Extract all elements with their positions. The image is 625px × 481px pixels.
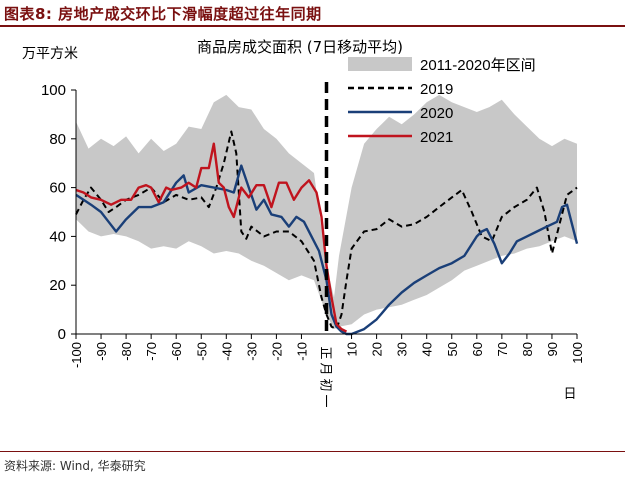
x-tick-label: -70 xyxy=(144,342,159,361)
legend-label-2019: 2019 xyxy=(420,81,453,98)
footer-rule xyxy=(0,451,625,452)
series-line-2019 xyxy=(75,130,578,331)
y-axis-unit-label: 万平方米 xyxy=(22,46,78,62)
y-tick-label: 0 xyxy=(58,326,66,343)
x-tick-label: 20 xyxy=(370,342,385,356)
divider-label-char: 初 xyxy=(318,378,333,391)
figure-header: 图表8: 房地产成交环比下滑幅度超过往年同期 xyxy=(0,0,625,27)
x-tick-label: 50 xyxy=(445,342,460,356)
x-tick-label: 80 xyxy=(520,342,535,356)
source-note: 资料来源: Wind, 华泰研究 xyxy=(4,459,146,473)
divider-label-char: 一 xyxy=(318,394,333,407)
x-tick-label: -100 xyxy=(69,342,84,368)
x-tick-label: -20 xyxy=(269,342,284,361)
divider-label-char: 月 xyxy=(318,362,333,375)
x-axis-unit-label: 日 xyxy=(563,387,576,402)
range-band-area xyxy=(76,94,577,330)
x-tick-label: -10 xyxy=(294,342,309,361)
x-tick-label: -50 xyxy=(194,342,209,361)
x-tick-label: 70 xyxy=(495,342,510,356)
y-tick-label: 60 xyxy=(49,180,66,197)
legend-label-range-band: 2011-2020年区间 xyxy=(420,57,536,74)
y-tick-label: 20 xyxy=(49,277,66,294)
x-tick-label: 100 xyxy=(570,342,585,364)
x-tick-label: -40 xyxy=(219,342,234,361)
chart-area: 商品房成交面积 (7日移动平均) 万平方米 0 20 40 60 80 100 -100 -9… xyxy=(22,38,585,408)
x-tick-label: -30 xyxy=(244,342,259,361)
y-tick-label: 100 xyxy=(41,82,66,99)
divider-label-char: 正 xyxy=(318,346,333,359)
x-tick-label: 30 xyxy=(395,342,410,356)
header-rule xyxy=(0,25,625,27)
chart-title: 商品房成交面积 (7日移动平均) xyxy=(197,38,403,56)
y-tick-label: 40 xyxy=(49,228,66,245)
y-tick-label: 80 xyxy=(49,131,66,148)
series-line-2021 xyxy=(75,142,348,333)
x-tick-label: -60 xyxy=(169,342,184,361)
series-line-2020 xyxy=(75,164,579,336)
legend-swatch-range-band xyxy=(348,57,412,71)
x-tick-label: 90 xyxy=(545,342,560,356)
legend-label-2020: 2020 xyxy=(420,105,453,122)
x-tick-label: 40 xyxy=(420,342,435,356)
x-tick-label: 10 xyxy=(345,342,360,356)
figure-title: 图表8: 房地产成交环比下滑幅度超过往年同期 xyxy=(4,5,322,23)
x-tick-label: -90 xyxy=(94,342,109,361)
legend-label-2021: 2021 xyxy=(420,129,453,146)
x-tick-label: 60 xyxy=(470,342,485,356)
x-tick-label: -80 xyxy=(119,342,134,361)
